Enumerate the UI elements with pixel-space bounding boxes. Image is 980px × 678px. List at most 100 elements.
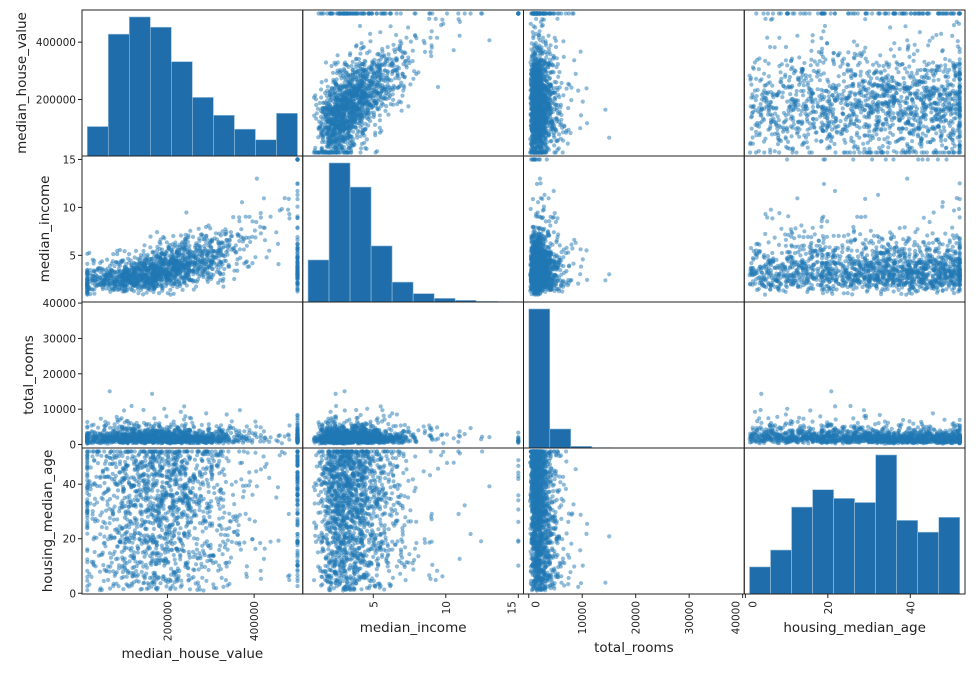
scatter-point	[331, 150, 336, 155]
scatter-point	[373, 122, 378, 127]
scatter-point	[905, 96, 910, 101]
scatter-point	[389, 78, 394, 83]
scatter-point	[566, 127, 571, 132]
scatter-point	[929, 110, 934, 115]
scatter-point	[321, 11, 326, 16]
scatter-point	[878, 69, 883, 74]
scatter-point	[800, 104, 805, 109]
scatter-point	[314, 116, 319, 121]
scatter-point	[900, 126, 906, 131]
scatter-point	[578, 113, 584, 118]
scatter-point	[897, 87, 903, 92]
scatter-point	[767, 107, 772, 112]
scatter-point	[926, 43, 931, 48]
scatter-point	[324, 93, 329, 98]
scatter-point	[788, 92, 793, 97]
scatter-point	[364, 137, 369, 142]
scatter-point	[570, 11, 575, 16]
scatter-point	[803, 104, 809, 109]
scatter-point	[776, 118, 782, 123]
scatter-point	[557, 109, 562, 114]
scatter-point	[768, 44, 773, 50]
scatter-point	[533, 64, 538, 69]
scatter-point	[413, 11, 418, 16]
scatter-point	[783, 74, 788, 79]
scatter-point	[834, 129, 839, 134]
scatter-point	[379, 128, 384, 133]
scatter-point	[375, 149, 380, 154]
scatter-point	[771, 116, 776, 121]
scatter-point	[399, 108, 404, 113]
scatter-point	[318, 87, 324, 92]
scatter-point	[784, 125, 790, 130]
scatter-point	[398, 11, 403, 16]
scatter-point	[796, 77, 801, 82]
scatter-point	[342, 60, 348, 65]
scatter-point	[881, 108, 886, 113]
scatter-point	[789, 67, 794, 72]
scatter-point	[794, 150, 799, 155]
scatter-point	[843, 117, 848, 122]
scatter-point	[925, 94, 930, 99]
histogram-bar	[171, 61, 193, 156]
scatter-point	[389, 61, 394, 66]
scatter-point	[765, 35, 770, 40]
scatter-point	[939, 138, 944, 143]
scatter-point	[821, 29, 826, 34]
scatter-point	[886, 93, 891, 98]
scatter-point	[603, 107, 608, 112]
scatter-point	[543, 61, 548, 67]
scatter-point	[946, 150, 951, 155]
scatter-point	[326, 135, 331, 140]
scatter-point	[358, 146, 364, 151]
scatter-point	[859, 53, 864, 59]
scatter-point	[560, 150, 565, 155]
scatter-point	[542, 100, 547, 105]
scatter-point	[900, 148, 906, 153]
scatter-point	[903, 66, 908, 71]
scatter-point	[748, 77, 753, 82]
scatter-point	[888, 85, 893, 90]
scatter-point	[317, 100, 322, 106]
scatter-point	[862, 133, 867, 138]
scatter-point	[546, 33, 551, 38]
scatter-point	[897, 46, 902, 52]
scatter-point	[815, 74, 820, 79]
scatter-point	[955, 39, 960, 44]
scatter-point	[948, 97, 954, 102]
scatter-point	[882, 137, 887, 142]
scatter-point	[360, 115, 365, 120]
scatter-point	[868, 137, 873, 143]
scatter-point	[557, 70, 562, 75]
scatter-point	[564, 86, 569, 91]
scatter-point	[335, 148, 341, 154]
scatter-point	[752, 88, 758, 93]
scatter-point	[880, 121, 886, 126]
scatter-point	[814, 117, 819, 122]
scatter-point	[551, 133, 556, 138]
scatter-point	[814, 130, 819, 135]
scatter-point	[865, 91, 871, 96]
scatter-point	[761, 139, 767, 144]
scatter-point	[845, 150, 850, 155]
scatter-point	[807, 11, 812, 16]
scatter-point	[957, 109, 962, 114]
scatter-point	[897, 126, 902, 131]
scatter-point	[865, 140, 870, 145]
scatter-point	[901, 76, 906, 81]
scatter-point	[487, 38, 492, 43]
scatter-point	[903, 24, 908, 29]
scatter-point	[874, 114, 879, 119]
scatter-point	[372, 57, 377, 62]
scatter-point	[882, 68, 887, 73]
scatter-point	[530, 30, 535, 35]
scatter-point	[541, 141, 546, 146]
scatter-point	[377, 113, 382, 118]
scatter-point	[328, 116, 333, 121]
scatter-point	[557, 132, 562, 137]
scatter-point	[863, 56, 868, 61]
scatter-point	[232, 276, 237, 282]
scatter-point	[607, 135, 612, 140]
scatter-point	[790, 150, 795, 155]
scatter-point	[321, 100, 326, 105]
